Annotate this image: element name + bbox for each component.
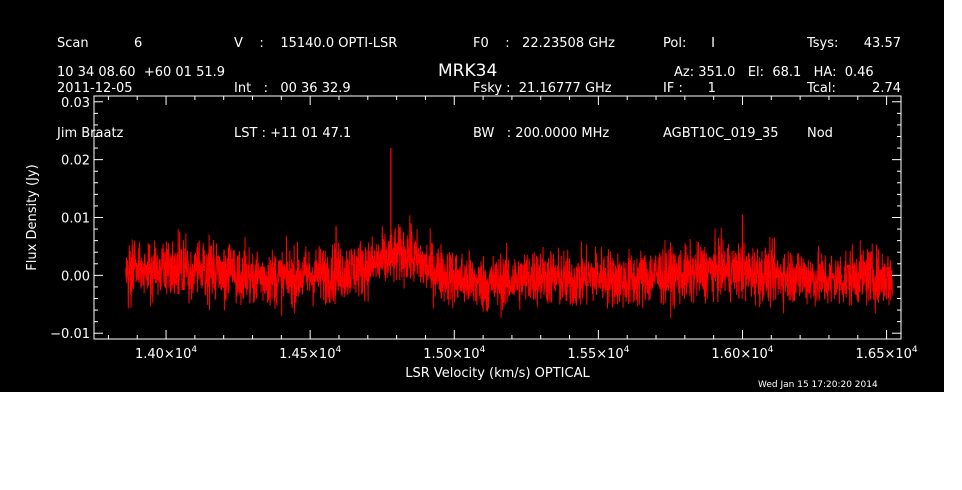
y-tick-label: 0.02 <box>61 154 90 169</box>
header-line: V : 15140.0 OPTI-LSR <box>234 36 398 51</box>
header-col-system-values: 43.57 2.74 <box>845 6 901 126</box>
header-line: IF : 1 <box>663 81 716 96</box>
header-line: 2.74 <box>872 81 901 96</box>
source-coordinates: 10 34 08.60 +60 01 51.9 <box>57 65 226 80</box>
header-line: Tsys: <box>807 36 839 51</box>
y-tick-label: −0.01 <box>50 327 90 342</box>
x-tick-label: 1.45×104 <box>279 345 341 362</box>
y-axis-title: Flux Density (Jy) <box>25 164 40 270</box>
x-tick-label: 1.50×104 <box>423 345 485 362</box>
spectrum-line <box>125 215 893 319</box>
plot-panel: Scan 6 2011-12-05 Jim Braatz V : 15140.0… <box>0 0 944 392</box>
header-line: 43.57 <box>863 36 901 51</box>
header-line: LST : +11 01 47.1 <box>234 126 352 141</box>
header-line: 2011-12-05 <box>57 81 133 96</box>
y-tick-label: 0.03 <box>61 96 90 111</box>
header-col-velocity: V : 15140.0 OPTI-LSR Int : 00 36 32.9 LS… <box>234 6 397 171</box>
x-tick-label: 1.65×104 <box>856 345 918 362</box>
header-line: F0 : 22.23508 GHz <box>473 36 615 51</box>
header-col-polarization: Pol: I IF : 1 AGBT10C_019_35 <box>663 6 779 171</box>
header-line: AGBT10C_019_35 <box>663 126 779 141</box>
header-line: Pol: I <box>663 36 715 51</box>
header-line: Int : 00 36 32.9 <box>234 81 351 96</box>
x-tick-label: 1.55×104 <box>567 345 629 362</box>
header-line: Fsky : 21.16777 GHz <box>473 81 612 96</box>
x-axis-title: LSR Velocity (km/s) OPTICAL <box>405 366 590 381</box>
header-line: Nod <box>807 126 833 141</box>
x-tick-label: 1.40×104 <box>135 345 197 362</box>
source-name: MRK34 <box>438 61 498 81</box>
az-el-ha: Az: 351.0 El: 68.1 HA: 0.46 <box>674 65 874 80</box>
y-tick-label: 0.01 <box>61 212 90 227</box>
header-line: Scan 6 <box>57 36 143 51</box>
y-tick-label: 0.00 <box>61 269 90 284</box>
header-line: Jim Braatz <box>57 126 124 141</box>
header-line: Tcal: <box>807 81 836 96</box>
tick-marks-group <box>94 96 901 339</box>
header-col-scan: Scan 6 2011-12-05 Jim Braatz <box>57 6 142 171</box>
header-line: BW : 200.0000 MHz <box>473 126 610 141</box>
header-col-system: Tsys: Tcal: Nod <box>807 6 838 171</box>
tick-labels-group: 1.40×104 1.45×104 1.50×104 1.55×104 1.60×104… <box>50 96 918 362</box>
timestamp: Wed Jan 15 17:20:20 2014 <box>758 380 878 390</box>
spectrum-chart: 1.40×104 1.45×104 1.50×104 1.55×104 1.60×104… <box>25 95 918 381</box>
spectrum-trace-group <box>125 148 893 319</box>
x-tick-label: 1.60×104 <box>711 345 773 362</box>
header-col-frequency: F0 : 22.23508 GHz Fsky : 21.16777 GHz BW… <box>473 6 615 171</box>
